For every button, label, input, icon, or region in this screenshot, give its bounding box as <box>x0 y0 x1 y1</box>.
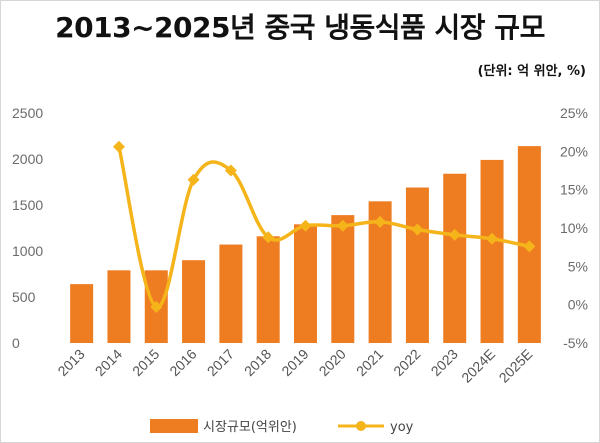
yoy-point <box>523 240 536 253</box>
bar <box>480 159 504 343</box>
right-tick-label: 25% <box>560 105 588 121</box>
bar <box>256 236 280 343</box>
x-tick-label: 2015 <box>129 346 162 379</box>
legend-line-marker <box>356 421 366 431</box>
x-tick-label: 2021 <box>353 346 386 379</box>
x-axis: 2013 2014 2015 2016 2017 2018 2019 2020 2021 2022… <box>54 346 535 386</box>
yoy-point <box>411 223 424 236</box>
left-axis: 0 500 1000 1500 2000 2500 <box>12 105 43 351</box>
yoy-point <box>299 219 312 232</box>
right-tick-label: -5% <box>563 335 588 351</box>
bar <box>182 260 206 343</box>
bar <box>443 173 467 343</box>
right-axis: -5% 0% 5% 10% 15% 20% 25% <box>560 105 588 351</box>
x-tick-label: 2025E <box>496 346 536 386</box>
x-tick-label: 2022 <box>390 346 423 379</box>
right-tick-label: 0% <box>568 297 588 313</box>
bar <box>107 270 131 343</box>
bar <box>331 215 355 343</box>
yoy-point <box>336 219 349 232</box>
x-tick-label: 2014 <box>92 346 125 379</box>
chart-title: 2013~2025년 중국 냉동식품 시장 규모 <box>55 11 545 44</box>
yoy-line-series <box>112 140 536 313</box>
unit-note: (단위: 억 위안, %) <box>477 64 586 79</box>
x-tick-label: 2023 <box>428 346 461 379</box>
yoy-point <box>224 164 237 177</box>
legend: 시장규모(억위안) yoy <box>150 419 414 435</box>
legend-line-label: yoy <box>390 420 414 435</box>
yoy-point <box>150 300 163 313</box>
yoy-point <box>112 140 125 153</box>
bar-series <box>70 146 541 343</box>
bar <box>368 201 392 343</box>
right-tick-label: 20% <box>560 143 588 159</box>
bar <box>219 244 243 343</box>
right-tick-label: 5% <box>568 258 588 274</box>
yoy-point <box>262 231 275 244</box>
x-tick-label: 2020 <box>316 346 349 379</box>
x-tick-label: 2019 <box>278 346 311 379</box>
right-tick-label: 15% <box>560 182 588 198</box>
left-tick-label: 2500 <box>12 105 43 121</box>
bar <box>405 187 429 343</box>
yoy-point <box>374 215 387 228</box>
legend-bar-label: 시장규모(억위안) <box>203 420 297 435</box>
yoy-line <box>117 146 530 309</box>
x-tick-label: 2016 <box>166 346 199 379</box>
legend-bar-swatch <box>150 419 198 433</box>
x-tick-label: 2024E <box>458 346 498 386</box>
left-tick-label: 2000 <box>12 151 43 167</box>
yoy-point <box>486 232 499 245</box>
x-tick-label: 2018 <box>241 346 274 379</box>
bar <box>294 224 317 343</box>
yoy-point <box>187 173 200 186</box>
x-tick-label: 2017 <box>204 346 237 379</box>
right-tick-label: 10% <box>560 220 588 236</box>
left-tick-label: 500 <box>12 289 36 305</box>
left-tick-label: 0 <box>12 335 20 351</box>
x-tick-label: 2013 <box>54 346 87 379</box>
yoy-point <box>448 228 461 241</box>
left-tick-label: 1500 <box>12 197 43 213</box>
left-tick-label: 1000 <box>12 243 43 259</box>
bar <box>70 284 94 343</box>
